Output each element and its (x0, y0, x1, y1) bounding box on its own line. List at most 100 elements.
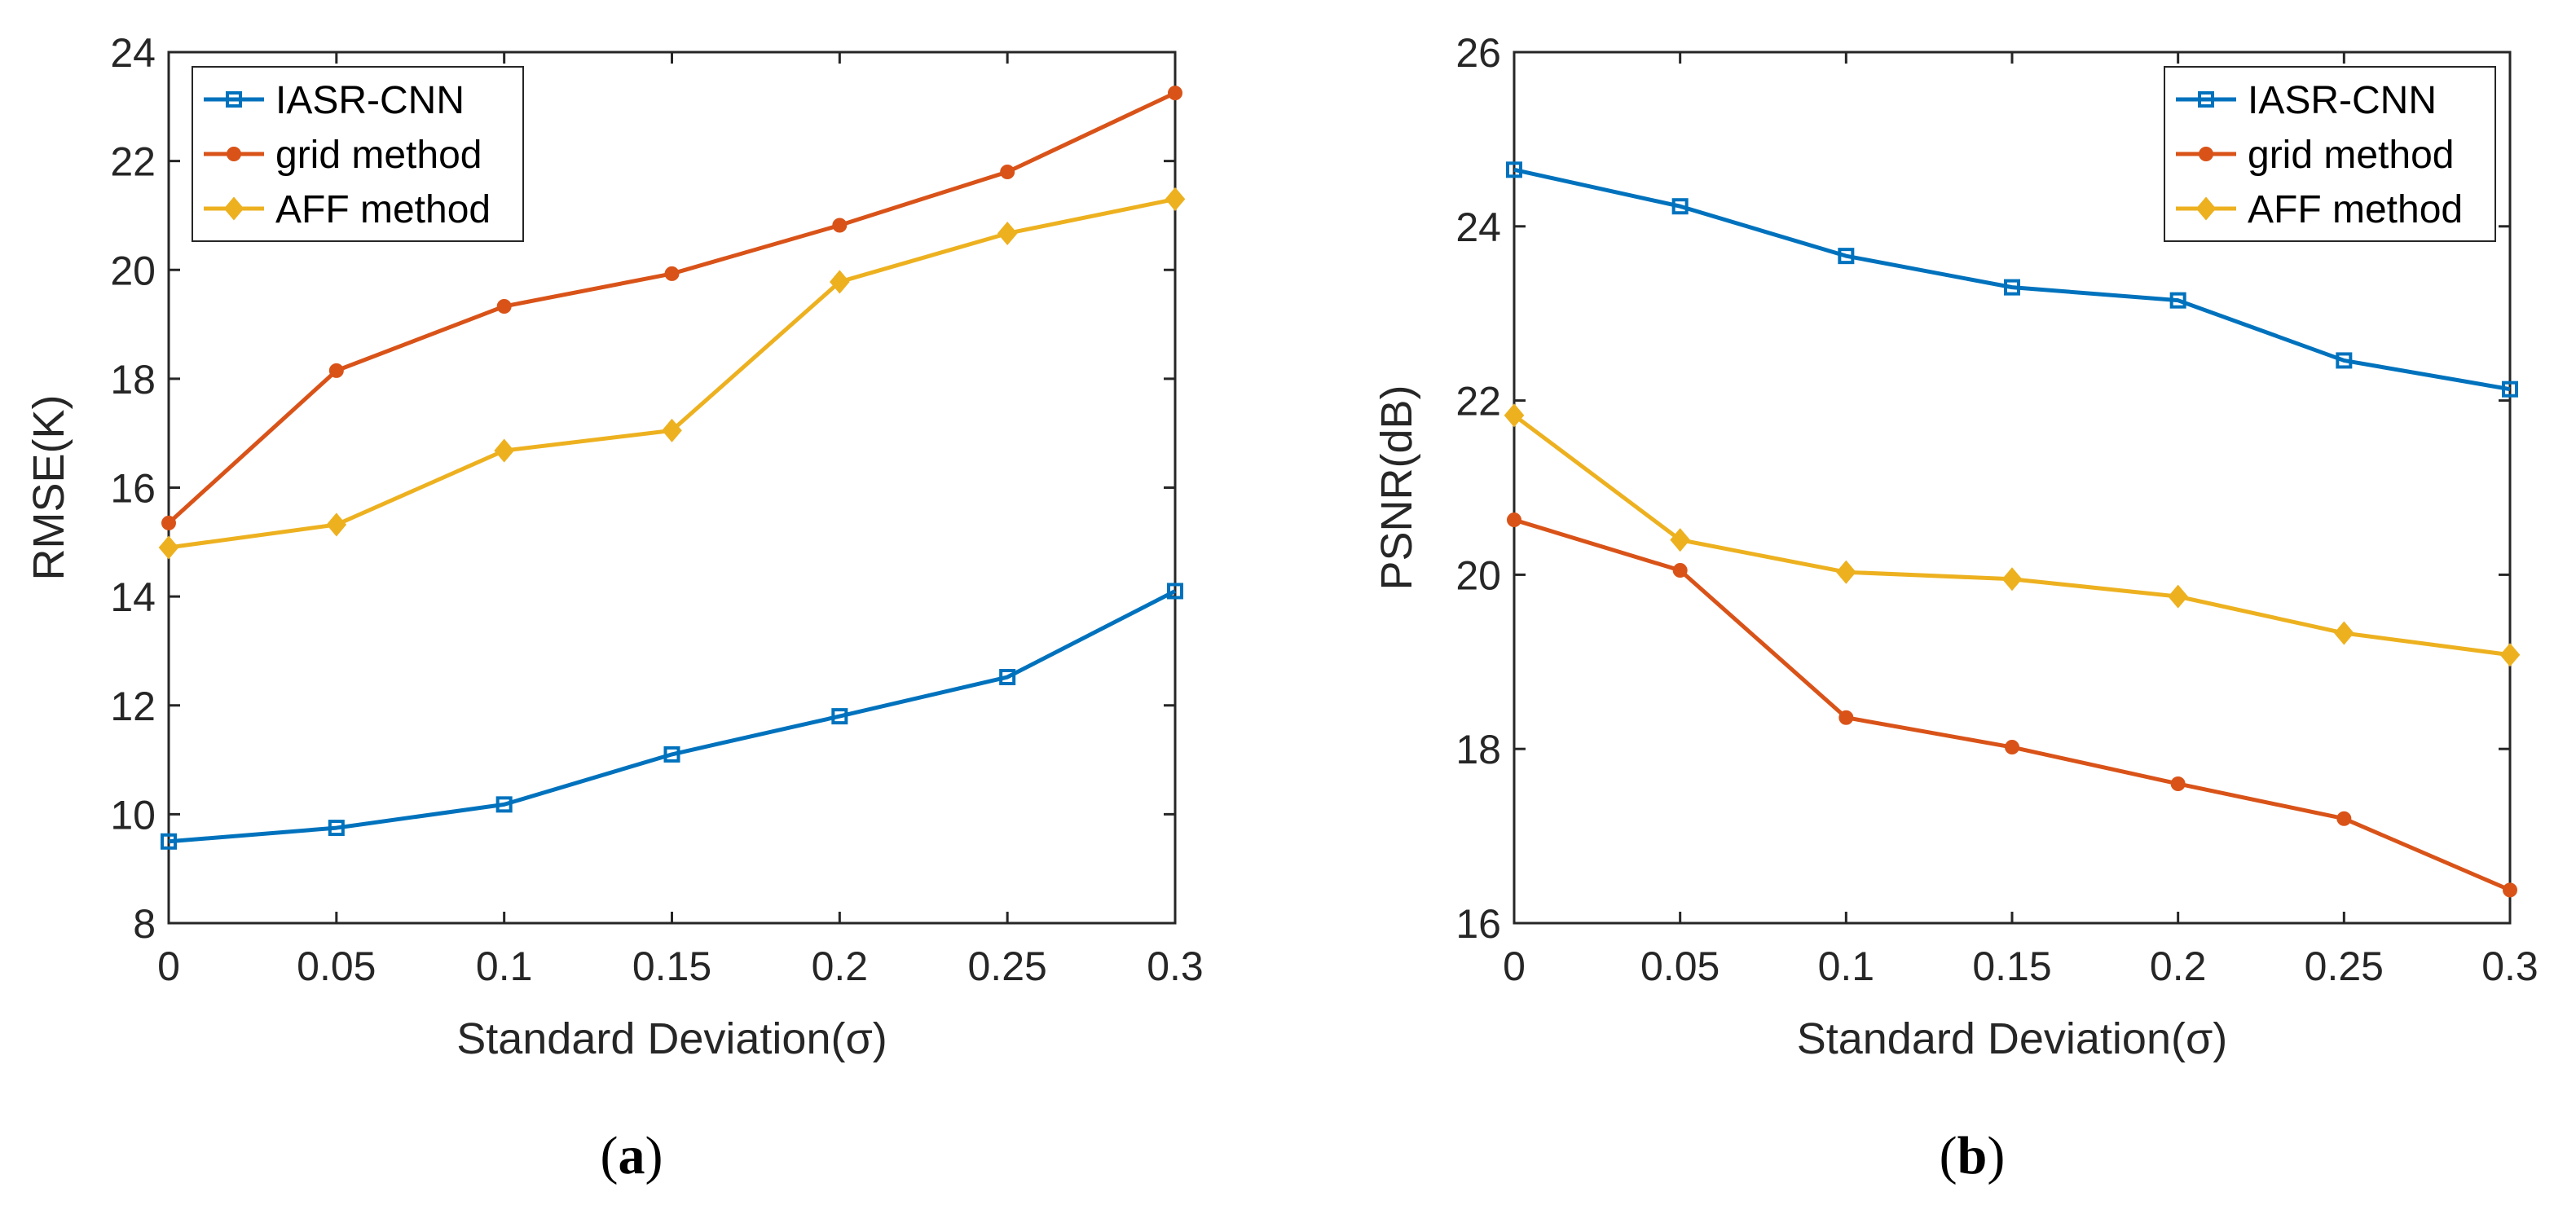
data-point (2336, 811, 2352, 826)
x-tick-label: 0.3 (1147, 943, 1204, 989)
x-tick-label: 0.2 (2150, 943, 2207, 989)
data-point (495, 796, 513, 813)
series-line (1513, 167, 2511, 392)
data-point (326, 512, 347, 537)
data-point (328, 820, 345, 837)
y-tick-label: 14 (110, 574, 156, 620)
data-point (1672, 563, 1688, 578)
x-tick-label: 0.1 (476, 943, 533, 989)
legend-label: AFF method (2248, 188, 2463, 231)
data-point (2170, 776, 2186, 791)
legend-swatch-marker (2199, 147, 2213, 161)
y-tick-label: 18 (110, 357, 156, 402)
legend-swatch-marker (2198, 91, 2214, 108)
y-tick-label: 16 (1455, 901, 1501, 947)
panel-caption-letter: a (619, 1126, 645, 1185)
data-point (664, 266, 680, 281)
data-point (1838, 248, 1855, 265)
data-point (662, 418, 682, 442)
legend-label: grid method (2248, 134, 2454, 177)
legend-entry: grid method (204, 134, 482, 177)
data-point (830, 270, 850, 294)
data-point (1507, 512, 1521, 528)
x-tick-label: 0.25 (968, 943, 1047, 989)
y-tick-label: 20 (110, 248, 156, 293)
panel-caption: (a) (601, 1126, 663, 1185)
legend-entry: AFF method (204, 188, 491, 231)
legend-swatch-marker (227, 147, 241, 161)
data-point (2001, 567, 2023, 592)
data-point (496, 299, 512, 314)
data-point (831, 708, 848, 725)
x-tick-label: 0.2 (812, 943, 869, 989)
legend-swatch-marker (226, 91, 242, 108)
data-point (1504, 403, 1525, 428)
x-tick-label: 0.05 (297, 943, 376, 989)
data-point (663, 746, 680, 763)
series-iasr-cnn (161, 583, 1183, 850)
data-point (158, 535, 179, 560)
data-point (1506, 161, 1522, 178)
legend-entry: AFF method (2176, 188, 2463, 231)
x-tick-label: 0.3 (2481, 943, 2539, 989)
data-point (1670, 528, 1690, 552)
legend: IASR-CNN grid method AFF method (192, 66, 524, 242)
data-point (2502, 380, 2518, 398)
panel-b-psnr-chart: 0 0.05 0.1 0.15 0.2 0.25 0.3 16 18 20 22 24 26 Standa… (1372, 30, 2539, 1185)
data-point (2169, 292, 2186, 309)
series-line (168, 589, 1177, 844)
x-axis-label: Standard Deviation(σ) (1797, 1014, 2228, 1063)
legend-swatch-marker (2195, 196, 2217, 221)
data-point (1167, 583, 1183, 600)
legend: IASR-CNN grid method AFF method (2164, 66, 2496, 242)
y-tick-label: 24 (1455, 205, 1501, 250)
series-aff-method (1504, 403, 2521, 667)
data-point (1000, 164, 1015, 179)
series-grid-method (1507, 512, 2517, 898)
data-point (1168, 86, 1182, 101)
y-tick-label: 18 (1455, 727, 1501, 772)
data-point (2005, 740, 2019, 755)
x-tick-label: 0 (157, 943, 180, 989)
legend-label: grid method (275, 134, 482, 177)
y-tick-label: 22 (110, 139, 156, 185)
data-point (2168, 584, 2188, 609)
legend-box (2164, 66, 2496, 242)
x-tick-label: 0.15 (1972, 943, 2051, 989)
panel-caption-letter: b (1957, 1126, 1988, 1185)
data-point (2499, 643, 2521, 667)
y-tick-label: 16 (110, 466, 156, 512)
legend-entry: grid method (2176, 134, 2454, 177)
y-axis-label: RMSE(K) (24, 395, 73, 581)
data-point (1671, 198, 1689, 215)
x-axis-label: Standard Deviation(σ) (456, 1014, 887, 1063)
y-tick-label: 22 (1455, 379, 1501, 424)
legend-label: IASR-CNN (2248, 79, 2437, 122)
panel-a-rmse-chart: 0 0.05 0.1 0.15 0.2 0.25 0.3 8 10 12 14 16 18 20 22 24 S… (24, 30, 1204, 1185)
legend-entry: IASR-CNN (2176, 79, 2437, 122)
series-iasr-cnn (1506, 161, 2518, 398)
data-point (1838, 710, 1854, 725)
data-point (2004, 279, 2020, 296)
x-tick-label: 0.05 (1640, 943, 1720, 989)
data-point (2503, 882, 2517, 898)
y-axis-label: PSNR(dB) (1372, 385, 1421, 590)
data-point (832, 218, 848, 233)
legend-label: IASR-CNN (275, 79, 465, 122)
x-tick-label: 0 (1503, 943, 1526, 989)
panel-caption: (b) (1940, 1126, 2006, 1185)
x-tick-label: 0.15 (632, 943, 711, 989)
y-tick-label: 20 (1455, 552, 1501, 598)
data-point (1836, 560, 1856, 584)
y-tick-label: 24 (110, 30, 156, 76)
legend-swatch-marker (223, 196, 244, 221)
data-point (161, 833, 177, 850)
x-tick-label: 0.25 (2305, 943, 2384, 989)
data-point (161, 515, 176, 530)
data-point (2334, 621, 2354, 645)
y-tick-label: 8 (133, 901, 156, 947)
legend-entry: IASR-CNN (204, 79, 465, 122)
data-point (997, 221, 1018, 246)
data-point (494, 438, 514, 463)
